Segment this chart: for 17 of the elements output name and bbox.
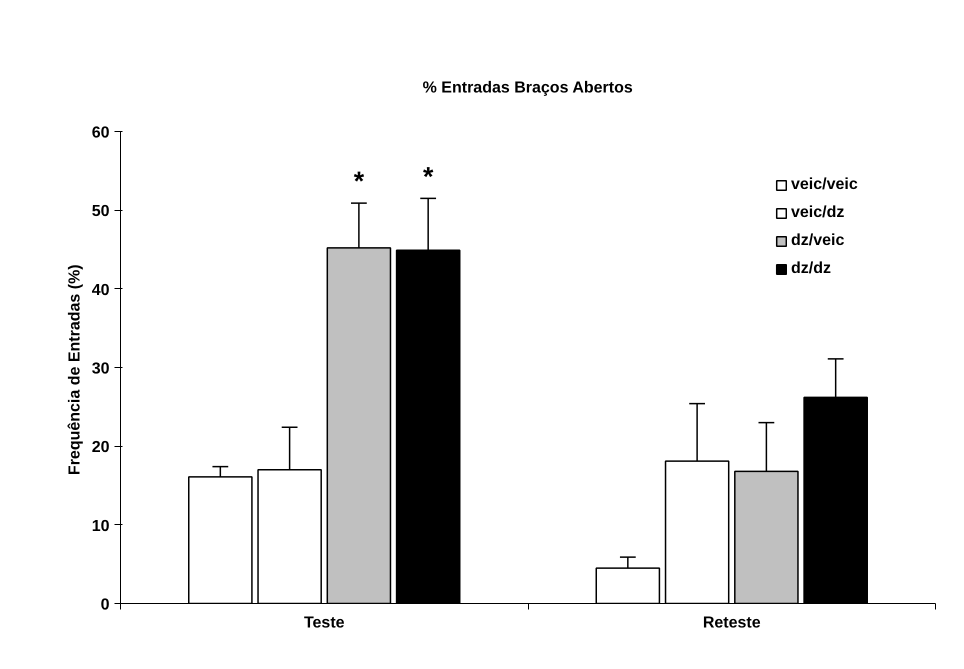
legend-label: veic/veic: [791, 176, 858, 194]
x-tick-label: Teste: [304, 614, 345, 632]
y-axis-title: Frequência de Entradas (%): [66, 264, 84, 476]
chart-title: % Entradas Braços Abertos: [422, 80, 633, 96]
y-tick-label: 40: [92, 282, 110, 299]
y-tick-label: 10: [92, 518, 110, 535]
legend-label: veic/dz: [791, 204, 844, 222]
y-tick-label: 30: [92, 360, 110, 378]
annotation: *: [354, 166, 365, 196]
y-tick-label: 60: [92, 124, 110, 142]
legend-label: dz/dz: [791, 260, 831, 278]
y-tick-label: 0: [100, 596, 110, 614]
y-tick-label: 20: [92, 439, 110, 456]
legend-label: dz/veic: [791, 232, 844, 250]
annotation: *: [422, 161, 434, 192]
y-tick-label: 50: [92, 203, 110, 220]
x-tick-label: Reteste: [702, 614, 761, 632]
